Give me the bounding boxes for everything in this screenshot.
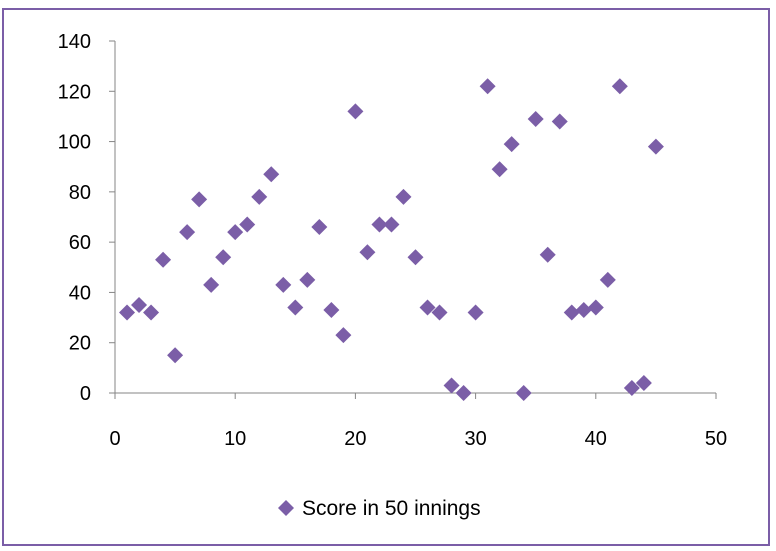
data-point-diamond <box>431 304 448 321</box>
y-tick-label: 40 <box>69 282 91 304</box>
x-tick-label: 10 <box>224 428 246 450</box>
data-point-diamond <box>623 379 640 396</box>
y-tick-label: 80 <box>69 182 91 204</box>
data-point-diamond <box>563 304 580 321</box>
y-tick-label: 120 <box>58 81 91 103</box>
x-tick-label: 30 <box>464 428 486 450</box>
legend-marker-diamond <box>278 500 294 516</box>
data-point-diamond <box>395 188 412 205</box>
x-tick-label: 0 <box>109 428 120 450</box>
data-point-diamond <box>263 166 280 183</box>
data-point-diamond <box>455 385 472 401</box>
data-point-diamond <box>275 276 292 293</box>
data-point-diamond <box>215 249 232 266</box>
data-point-diamond <box>119 304 136 321</box>
data-point-diamond <box>371 216 388 233</box>
data-point-diamond <box>515 385 532 401</box>
y-tick-label: 60 <box>69 232 91 254</box>
data-point-diamond <box>491 161 508 178</box>
chart-frame <box>2 8 770 546</box>
data-point-diamond <box>587 299 604 316</box>
y-axis-ticks: 0 20 40 60 80 100 120 140 <box>58 31 115 405</box>
data-point-diamond <box>239 216 256 233</box>
data-point-diamond <box>167 347 184 364</box>
y-tick-label: 0 <box>80 383 91 405</box>
data-point-diamond <box>551 113 568 130</box>
y-tick-label: 100 <box>58 132 91 154</box>
data-point-diamond <box>647 138 664 155</box>
data-point-diamond <box>299 271 316 288</box>
data-point-diamond <box>335 327 352 344</box>
data-point-diamond <box>467 304 484 321</box>
data-point-diamond <box>311 219 328 236</box>
legend: Score in 50 innings <box>278 497 481 520</box>
data-point-diamond <box>575 302 592 319</box>
data-point-diamond <box>251 188 268 205</box>
legend-label: Score in 50 innings <box>302 497 481 520</box>
x-axis-ticks: 0 10 20 30 40 50 <box>109 393 727 450</box>
data-point-diamond <box>179 224 196 241</box>
data-point-diamond <box>383 216 400 233</box>
data-point-diamond <box>347 103 364 120</box>
data-point-diamond <box>539 246 556 263</box>
data-point-diamond <box>323 302 340 319</box>
data-point-diamond <box>191 191 208 208</box>
data-point-diamond <box>131 297 148 313</box>
data-point-diamond <box>443 377 460 394</box>
data-point-diamond <box>203 276 220 293</box>
data-point-diamond <box>359 244 376 261</box>
data-point-diamond <box>227 224 244 241</box>
data-point-diamond <box>635 374 652 391</box>
x-tick-label: 40 <box>585 428 607 450</box>
data-point-diamond <box>599 271 616 288</box>
y-tick-label: 20 <box>69 333 91 355</box>
y-tick-label: 140 <box>58 31 91 53</box>
data-point-diamond <box>407 249 424 266</box>
data-point-diamond <box>527 110 544 127</box>
x-tick-label: 20 <box>344 428 366 450</box>
axes <box>114 41 716 394</box>
x-tick-label: 50 <box>705 428 727 450</box>
data-point-diamond <box>419 299 436 316</box>
data-point-diamond <box>479 78 496 95</box>
data-points <box>119 78 664 401</box>
data-point-diamond <box>611 78 628 95</box>
data-point-diamond <box>287 299 304 316</box>
data-point-diamond <box>503 136 520 153</box>
data-point-diamond <box>143 304 160 321</box>
data-point-diamond <box>155 251 172 268</box>
